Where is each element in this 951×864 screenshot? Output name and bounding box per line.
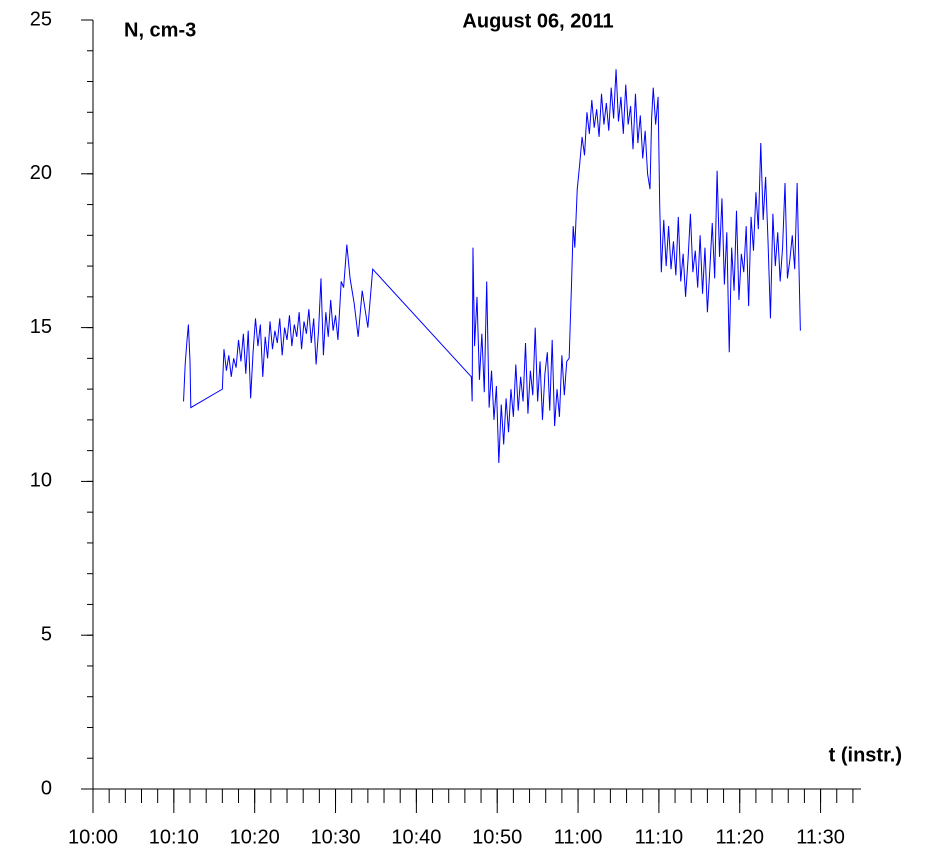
chart-title: August 06, 2011 bbox=[462, 10, 613, 32]
x-axis-label: t (instr.) bbox=[829, 744, 902, 766]
x-tick-label: 11:00 bbox=[554, 826, 603, 848]
y-tick-label: 20 bbox=[30, 162, 52, 184]
x-tick-label: 10:50 bbox=[472, 826, 522, 848]
x-tick-label: 11:30 bbox=[796, 826, 845, 848]
y-tick-label: 5 bbox=[41, 623, 52, 645]
x-tick-label: 10:40 bbox=[391, 826, 441, 848]
x-tick-label: 10:10 bbox=[149, 826, 199, 848]
x-tick-label: 10:30 bbox=[310, 826, 360, 848]
data-line bbox=[183, 69, 801, 463]
x-tick-label: 10:00 bbox=[68, 826, 118, 848]
x-tick-label: 10:20 bbox=[230, 826, 280, 848]
x-tick-label: 11:10 bbox=[635, 826, 684, 848]
y-tick-label: 0 bbox=[41, 777, 52, 799]
y-tick-label: 15 bbox=[30, 316, 52, 338]
y-axis-label: N, cm-3 bbox=[124, 19, 196, 41]
x-tick-label: 11:20 bbox=[715, 826, 764, 848]
y-tick-label: 10 bbox=[30, 470, 52, 492]
y-tick-label: 25 bbox=[30, 8, 52, 30]
